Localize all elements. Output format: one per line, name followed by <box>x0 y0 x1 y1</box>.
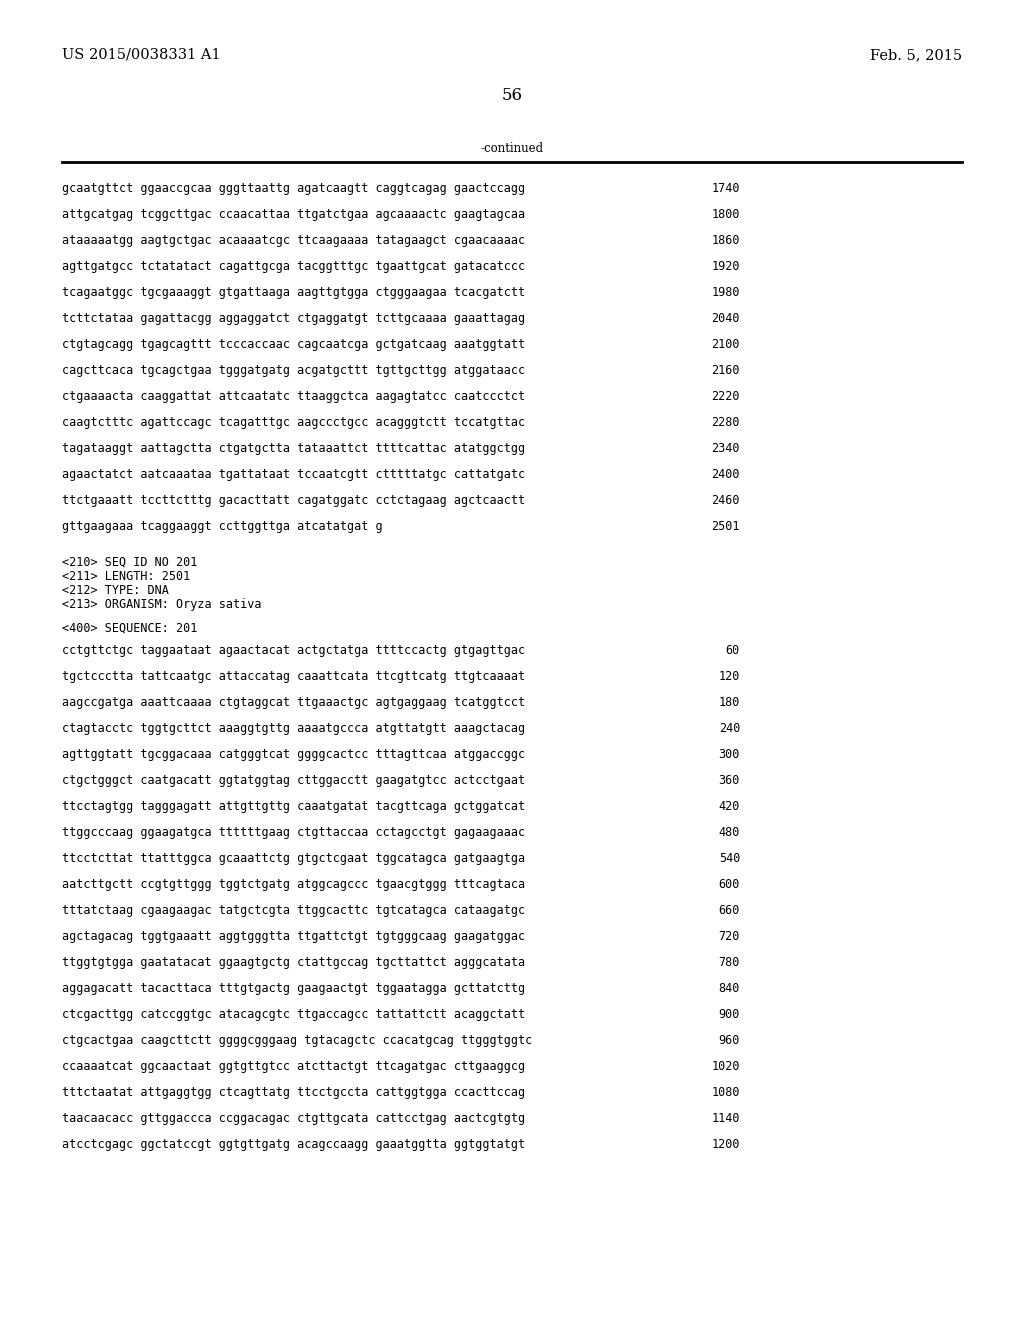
Text: tcagaatggc tgcgaaaggt gtgattaaga aagttgtgga ctgggaagaa tcacgatctt: tcagaatggc tgcgaaaggt gtgattaaga aagttgt… <box>62 286 525 300</box>
Text: ccaaaatcat ggcaactaat ggtgttgtcc atcttactgt ttcagatgac cttgaaggcg: ccaaaatcat ggcaactaat ggtgttgtcc atcttac… <box>62 1060 525 1073</box>
Text: ttcctcttat ttatttggca gcaaattctg gtgctcgaat tggcatagca gatgaagtga: ttcctcttat ttatttggca gcaaattctg gtgctcg… <box>62 851 525 865</box>
Text: 1860: 1860 <box>712 234 740 247</box>
Text: ctgcactgaa caagcttctt ggggcgggaag tgtacagctc ccacatgcag ttgggtggtc: ctgcactgaa caagcttctt ggggcgggaag tgtaca… <box>62 1034 532 1047</box>
Text: ttcctagtgg tagggagatt attgttgttg caaatgatat tacgttcaga gctggatcat: ttcctagtgg tagggagatt attgttgttg caaatga… <box>62 800 525 813</box>
Text: ctcgacttgg catccggtgc atacagcgtc ttgaccagcc tattattctt acaggctatt: ctcgacttgg catccggtgc atacagcgtc ttgacca… <box>62 1008 525 1020</box>
Text: 1080: 1080 <box>712 1086 740 1100</box>
Text: 2280: 2280 <box>712 416 740 429</box>
Text: <400> SEQUENCE: 201: <400> SEQUENCE: 201 <box>62 622 198 635</box>
Text: 1800: 1800 <box>712 209 740 220</box>
Text: 1740: 1740 <box>712 182 740 195</box>
Text: 180: 180 <box>719 696 740 709</box>
Text: 480: 480 <box>719 826 740 840</box>
Text: -continued: -continued <box>480 141 544 154</box>
Text: tttatctaag cgaagaagac tatgctcgta ttggcacttc tgtcatagca cataagatgc: tttatctaag cgaagaagac tatgctcgta ttggcac… <box>62 904 525 917</box>
Text: 1140: 1140 <box>712 1111 740 1125</box>
Text: 1920: 1920 <box>712 260 740 273</box>
Text: <212> TYPE: DNA: <212> TYPE: DNA <box>62 583 169 597</box>
Text: 840: 840 <box>719 982 740 995</box>
Text: 56: 56 <box>502 87 522 103</box>
Text: ttctgaaatt tccttctttg gacacttatt cagatggatc cctctagaag agctcaactt: ttctgaaatt tccttctttg gacacttatt cagatgg… <box>62 494 525 507</box>
Text: 240: 240 <box>719 722 740 735</box>
Text: 2460: 2460 <box>712 494 740 507</box>
Text: agttgatgcc tctatatact cagattgcga tacggtttgc tgaattgcat gatacatccc: agttgatgcc tctatatact cagattgcga tacggtt… <box>62 260 525 273</box>
Text: Feb. 5, 2015: Feb. 5, 2015 <box>869 48 962 62</box>
Text: taacaacacc gttggaccca ccggacagac ctgttgcata cattcctgag aactcgtgtg: taacaacacc gttggaccca ccggacagac ctgttgc… <box>62 1111 525 1125</box>
Text: atcctcgagc ggctatccgt ggtgttgatg acagccaagg gaaatggtta ggtggtatgt: atcctcgagc ggctatccgt ggtgttgatg acagcca… <box>62 1138 525 1151</box>
Text: ttggcccaag ggaagatgca ttttttgaag ctgttaccaa cctagcctgt gagaagaaac: ttggcccaag ggaagatgca ttttttgaag ctgttac… <box>62 826 525 840</box>
Text: 960: 960 <box>719 1034 740 1047</box>
Text: 780: 780 <box>719 956 740 969</box>
Text: US 2015/0038331 A1: US 2015/0038331 A1 <box>62 48 220 62</box>
Text: 2040: 2040 <box>712 312 740 325</box>
Text: attgcatgag tcggcttgac ccaacattaa ttgatctgaa agcaaaactc gaagtagcaa: attgcatgag tcggcttgac ccaacattaa ttgatct… <box>62 209 525 220</box>
Text: 660: 660 <box>719 904 740 917</box>
Text: agttggtatt tgcggacaaa catgggtcat ggggcactcc tttagttcaa atggaccggc: agttggtatt tgcggacaaa catgggtcat ggggcac… <box>62 748 525 762</box>
Text: 1020: 1020 <box>712 1060 740 1073</box>
Text: 540: 540 <box>719 851 740 865</box>
Text: aggagacatt tacacttaca tttgtgactg gaagaactgt tggaatagga gcttatcttg: aggagacatt tacacttaca tttgtgactg gaagaac… <box>62 982 525 995</box>
Text: gttgaagaaa tcaggaaggt ccttggttga atcatatgat g: gttgaagaaa tcaggaaggt ccttggttga atcatat… <box>62 520 383 533</box>
Text: aatcttgctt ccgtgttggg tggtctgatg atggcagccc tgaacgtggg tttcagtaca: aatcttgctt ccgtgttggg tggtctgatg atggcag… <box>62 878 525 891</box>
Text: cctgttctgc taggaataat agaactacat actgctatga ttttccactg gtgagttgac: cctgttctgc taggaataat agaactacat actgcta… <box>62 644 525 657</box>
Text: agctagacag tggtgaaatt aggtgggtta ttgattctgt tgtgggcaag gaagatggac: agctagacag tggtgaaatt aggtgggtta ttgattc… <box>62 931 525 942</box>
Text: agaactatct aatcaaataa tgattataat tccaatcgtt ctttttatgc cattatgatc: agaactatct aatcaaataa tgattataat tccaatc… <box>62 469 525 480</box>
Text: tttctaatat attgaggtgg ctcagttatg ttcctgccta cattggtgga ccacttccag: tttctaatat attgaggtgg ctcagttatg ttcctgc… <box>62 1086 525 1100</box>
Text: 600: 600 <box>719 878 740 891</box>
Text: 2400: 2400 <box>712 469 740 480</box>
Text: caagtctttc agattccagc tcagatttgc aagccctgcc acagggtctt tccatgttac: caagtctttc agattccagc tcagatttgc aagccct… <box>62 416 525 429</box>
Text: ctgaaaacta caaggattat attcaatatc ttaaggctca aagagtatcc caatccctct: ctgaaaacta caaggattat attcaatatc ttaaggc… <box>62 389 525 403</box>
Text: cagcttcaca tgcagctgaa tgggatgatg acgatgcttt tgttgcttgg atggataacc: cagcttcaca tgcagctgaa tgggatgatg acgatgc… <box>62 364 525 378</box>
Text: tagataaggt aattagctta ctgatgctta tataaattct ttttcattac atatggctgg: tagataaggt aattagctta ctgatgctta tataaat… <box>62 442 525 455</box>
Text: 420: 420 <box>719 800 740 813</box>
Text: 300: 300 <box>719 748 740 762</box>
Text: 1980: 1980 <box>712 286 740 300</box>
Text: ataaaaatgg aagtgctgac acaaaatcgc ttcaagaaaa tatagaagct cgaacaaaac: ataaaaatgg aagtgctgac acaaaatcgc ttcaaga… <box>62 234 525 247</box>
Text: ttggtgtgga gaatatacat ggaagtgctg ctattgccag tgcttattct agggcatata: ttggtgtgga gaatatacat ggaagtgctg ctattgc… <box>62 956 525 969</box>
Text: ctagtacctc tggtgcttct aaaggtgttg aaaatgccca atgttatgtt aaagctacag: ctagtacctc tggtgcttct aaaggtgttg aaaatgc… <box>62 722 525 735</box>
Text: 1200: 1200 <box>712 1138 740 1151</box>
Text: 360: 360 <box>719 774 740 787</box>
Text: ctgtagcagg tgagcagttt tcccaccaac cagcaatcga gctgatcaag aaatggtatt: ctgtagcagg tgagcagttt tcccaccaac cagcaat… <box>62 338 525 351</box>
Text: ctgctgggct caatgacatt ggtatggtag cttggacctt gaagatgtcc actcctgaat: ctgctgggct caatgacatt ggtatggtag cttggac… <box>62 774 525 787</box>
Text: tcttctataa gagattacgg aggaggatct ctgaggatgt tcttgcaaaa gaaattagag: tcttctataa gagattacgg aggaggatct ctgagga… <box>62 312 525 325</box>
Text: <211> LENGTH: 2501: <211> LENGTH: 2501 <box>62 570 190 583</box>
Text: tgctccctta tattcaatgc attaccatag caaattcata ttcgttcatg ttgtcaaaat: tgctccctta tattcaatgc attaccatag caaattc… <box>62 671 525 682</box>
Text: <210> SEQ ID NO 201: <210> SEQ ID NO 201 <box>62 556 198 569</box>
Text: gcaatgttct ggaaccgcaa gggttaattg agatcaagtt caggtcagag gaactccagg: gcaatgttct ggaaccgcaa gggttaattg agatcaa… <box>62 182 525 195</box>
Text: 900: 900 <box>719 1008 740 1020</box>
Text: aagccgatga aaattcaaaa ctgtaggcat ttgaaactgc agtgaggaag tcatggtcct: aagccgatga aaattcaaaa ctgtaggcat ttgaaac… <box>62 696 525 709</box>
Text: 2340: 2340 <box>712 442 740 455</box>
Text: <213> ORGANISM: Oryza sativa: <213> ORGANISM: Oryza sativa <box>62 598 261 611</box>
Text: 2220: 2220 <box>712 389 740 403</box>
Text: 120: 120 <box>719 671 740 682</box>
Text: 2160: 2160 <box>712 364 740 378</box>
Text: 60: 60 <box>726 644 740 657</box>
Text: 720: 720 <box>719 931 740 942</box>
Text: 2100: 2100 <box>712 338 740 351</box>
Text: 2501: 2501 <box>712 520 740 533</box>
